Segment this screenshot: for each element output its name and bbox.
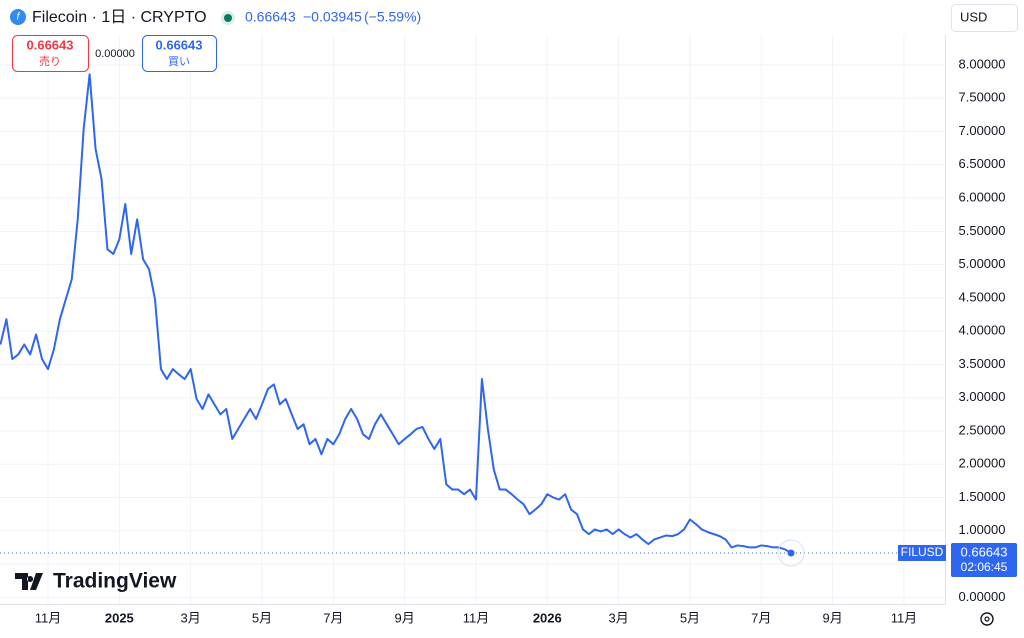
y-tick-label: 7.00000 — [959, 123, 1006, 138]
x-tick-label: 7月 — [751, 610, 771, 625]
symbol-title: Filecoin · 1日 · CRYPTO — [32, 9, 207, 26]
y-tick-label: 3.50000 — [959, 356, 1006, 371]
price-line — [0, 73, 792, 554]
price-tag — [951, 542, 1017, 577]
buy-price: 0.66643 — [156, 37, 203, 52]
x-tick-label: 11月 — [463, 610, 490, 625]
grid — [0, 35, 945, 604]
x-tick-label: 5月 — [252, 610, 272, 625]
y-tick-label: 6.50000 — [959, 156, 1006, 171]
x-tick-label: 11月 — [891, 610, 918, 625]
header-change: −0.03945 — [303, 9, 362, 25]
x-tick-label: 9月 — [822, 610, 842, 625]
y-tick-label: 4.50000 — [959, 289, 1006, 304]
x-tick-label: 3月 — [609, 610, 629, 625]
y-tick-label: 7.50000 — [959, 90, 1006, 105]
coin-icon-glyph: f — [17, 12, 21, 23]
last-point-halo — [777, 539, 805, 567]
price-tag-countdown: 02:06:45 — [961, 560, 1008, 574]
x-tick-label: 2026 — [533, 610, 562, 625]
brand-name: TradingView — [53, 570, 177, 593]
y-tick-label: 2.50000 — [959, 422, 1006, 437]
header-change-pct: (−5.59%) — [364, 9, 421, 25]
x-tick-label: 11月 — [35, 610, 62, 625]
brand-logo — [15, 573, 43, 590]
sell-button[interactable] — [12, 35, 89, 72]
y-tick-label: 2.00000 — [959, 456, 1006, 471]
x-tick-label: 2025 — [105, 610, 134, 625]
buy-button[interactable] — [142, 35, 217, 72]
sell-price: 0.66643 — [27, 37, 74, 52]
header-price: 0.66643 — [245, 9, 296, 25]
symbol-tag-text: FILUSD — [901, 545, 944, 559]
y-tick-label: 3.00000 — [959, 389, 1006, 404]
currency-button[interactable] — [951, 4, 1018, 32]
y-tick-label: 5.50000 — [959, 223, 1006, 238]
settings-button[interactable] — [980, 612, 994, 626]
y-tick-label: 1.00000 — [959, 522, 1006, 537]
x-tick-label: 3月 — [181, 610, 201, 625]
y-tick-label: 0.00000 — [959, 589, 1006, 604]
y-tick-label: 5.00000 — [959, 256, 1006, 271]
x-tick-label: 7月 — [323, 610, 343, 625]
symbol-tag — [898, 544, 946, 561]
y-tick-label: 1.50000 — [959, 489, 1006, 504]
settings-icon-center — [984, 616, 990, 622]
status-dot — [224, 14, 232, 22]
y-tick-label: 4.00000 — [959, 323, 1006, 338]
currency-label: USD — [960, 9, 987, 24]
last-point — [787, 549, 795, 557]
x-tick-label: 9月 — [395, 610, 415, 625]
price-tag-price: 0.66643 — [961, 544, 1008, 559]
x-tick-label: 5月 — [680, 610, 700, 625]
y-tick-label: 8.00000 — [959, 56, 1006, 71]
coin-icon — [10, 9, 26, 25]
y-tick-label: 6.00000 — [959, 189, 1006, 204]
sell-label: 売り — [39, 55, 61, 68]
buy-label: 買い — [168, 55, 190, 68]
spread: 0.00000 — [95, 48, 135, 60]
